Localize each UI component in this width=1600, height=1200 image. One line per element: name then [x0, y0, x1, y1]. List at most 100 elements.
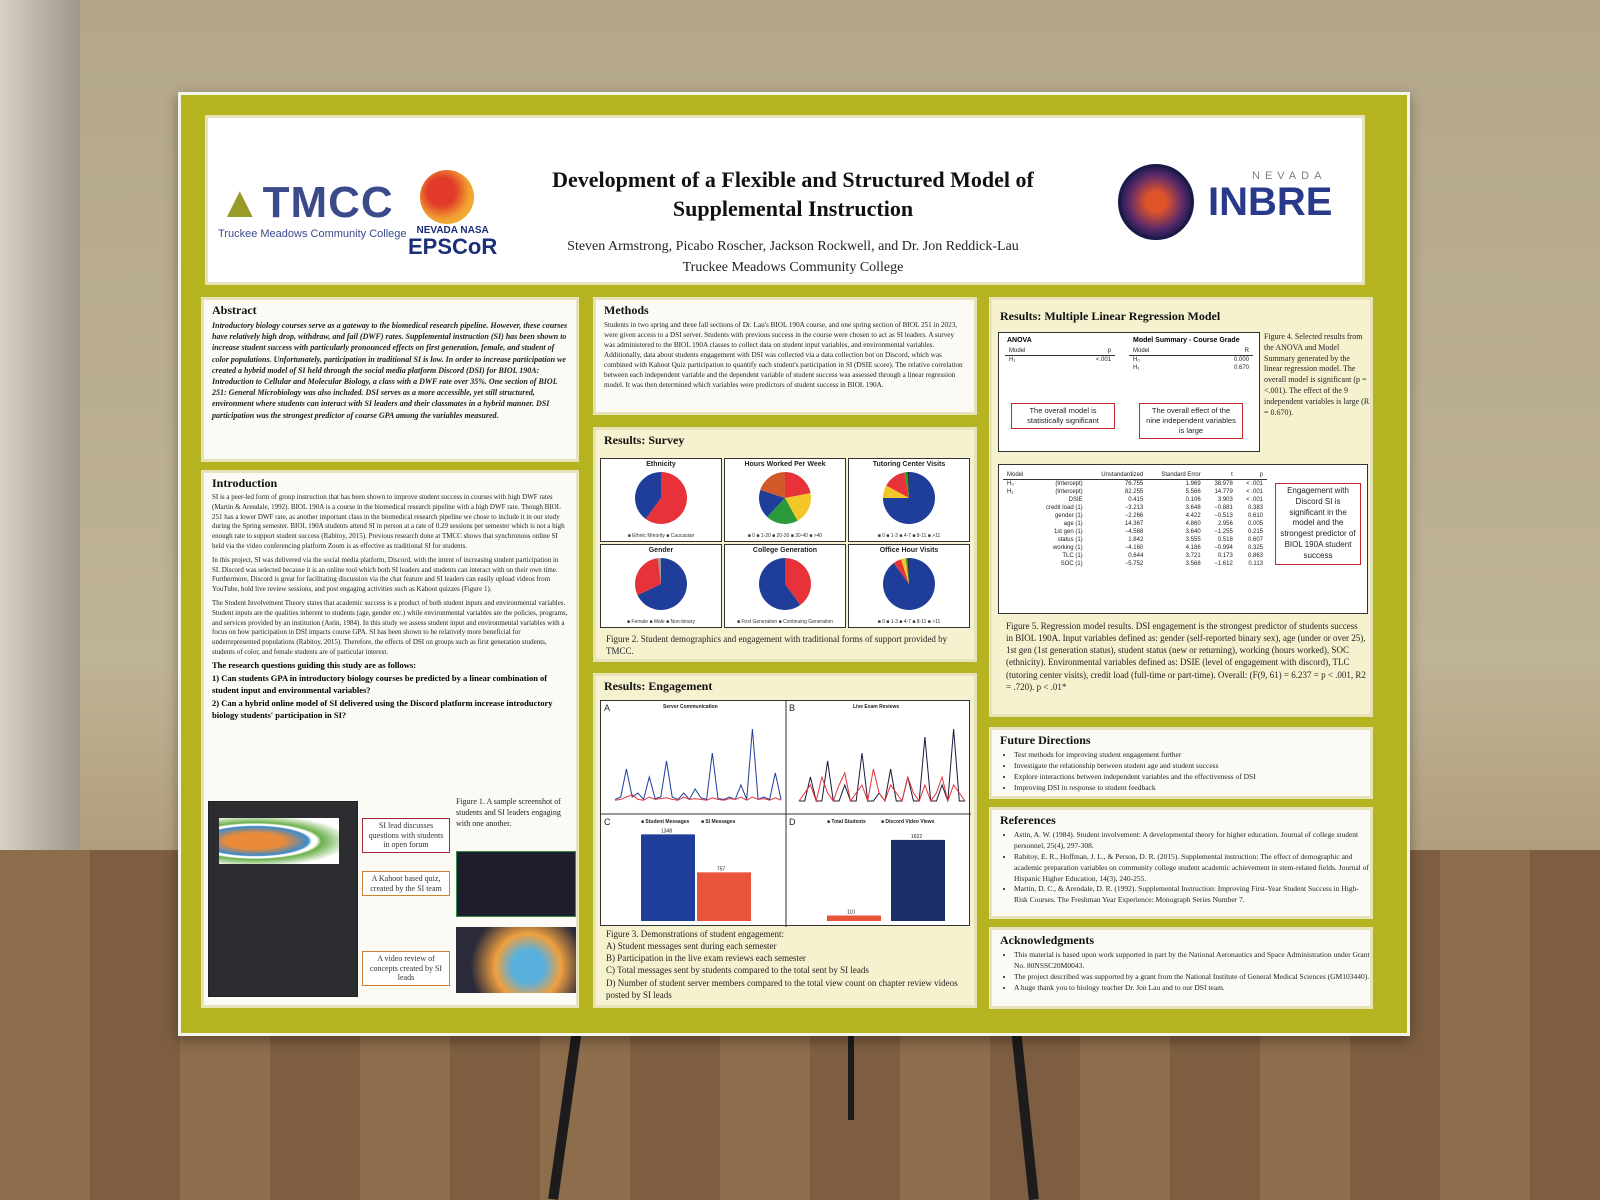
coef-cell: −2.266 — [1124, 513, 1144, 519]
coef-cell: 0.644 — [1128, 553, 1144, 559]
future-item: Investigate the relationship between stu… — [1014, 761, 1370, 772]
panel-c-legend-2: ■ SI Messages — [701, 819, 736, 825]
coef-cell: 3.555 — [1185, 537, 1201, 543]
coef-col: Model — [1003, 471, 1033, 480]
pie-slice — [886, 472, 909, 498]
coef-col: t — [1204, 471, 1237, 480]
abstract-panel: Abstract Introductory biology courses se… — [201, 297, 579, 462]
engagement-charts: A Server Communication B Live Exam Reviews C… — [600, 700, 971, 927]
summary-table: Model R H₀ 0.000 H₁ 0.670 — [1129, 347, 1253, 372]
references-panel: References Astin, A. W. (1984). Student … — [989, 807, 1373, 919]
intro-paragraph-3: The Student Involvement Theory states th… — [212, 598, 568, 656]
introduction-title: Introduction — [212, 476, 278, 490]
pie-slice — [907, 472, 909, 498]
research-questions-lead: The research questions guiding this stud… — [212, 659, 417, 670]
references-list: Astin, A. W. (1984). Student involvement… — [992, 830, 1370, 906]
bar-d-label-1: 1622 — [911, 834, 922, 840]
coef-col: Standard Error — [1147, 471, 1205, 480]
nasa-sun-icon — [420, 170, 474, 224]
coef-cell: H₁ — [1007, 489, 1014, 495]
coef-cell: < .001 — [1246, 497, 1263, 503]
pie-slice — [893, 559, 909, 584]
pie-title: Office Hour Visits — [879, 547, 939, 554]
table-row: H₁ (Intercept) 82.255 5.566 14.779 < .001 — [1003, 488, 1267, 496]
server-communication-series-1 — [614, 728, 782, 801]
future-list: Test methods for improving student engag… — [992, 750, 1370, 794]
coef-col: p — [1236, 471, 1267, 480]
panel-a-letter: A — [604, 703, 610, 713]
coef-cell: (Intercept) — [1055, 481, 1083, 487]
anova-row-p: <.001 — [1095, 357, 1111, 363]
coef-cell — [1003, 504, 1033, 512]
acknowledgments-list: This material is based upon work support… — [992, 950, 1370, 994]
acknowledgments-panel: Acknowledgments This material is based u… — [989, 927, 1373, 1009]
anova-table: Model p H₁ <.001 — [1005, 347, 1115, 364]
pie-slice — [759, 558, 801, 610]
coef-cell: 0.215 — [1247, 529, 1263, 535]
anova-col-model: Model — [1005, 347, 1062, 356]
anova-row-model: H₁ — [1009, 357, 1016, 363]
pie-slice — [635, 558, 661, 596]
coefficients-table: Model Unstandardized Standard Error t p H₀ (In… — [1003, 471, 1267, 568]
coef-cell — [1003, 520, 1033, 528]
easel-leg-center — [848, 1030, 854, 1120]
pie-slice — [785, 472, 811, 498]
coef-cell: H₀ — [1007, 481, 1014, 487]
figure-3-item-a: A) Student messages sent during each sem… — [606, 941, 777, 952]
callout-si-lead: SI lead discusses questions with student… — [362, 818, 450, 853]
pie-legend: ■ 0 ■ 1-3 ■ 4-7 ■ 8-11 ■ >11 — [877, 619, 941, 625]
panel-d-legend-1: ■ Total Students — [827, 819, 866, 825]
poster: ▲TMCC Truckee Meadows Community College … — [178, 92, 1410, 1036]
coef-cell: −4.568 — [1124, 529, 1144, 535]
space-grant-seal-icon — [1118, 164, 1194, 240]
coef-cell: 3.721 — [1185, 553, 1201, 559]
server-communication-series-2 — [614, 794, 782, 801]
author-list: Steven Armstrong, Picabo Roscher, Jackso… — [567, 239, 1019, 254]
coef-cell: status (1) — [1057, 537, 1083, 543]
pie-legend: ■ 0 ■ 1-20 ■ 20-30 ■ 30-40 ■ >40 — [747, 533, 823, 539]
table-row: SOC (1) −5.752 3.568 −1.612 0.113 — [1003, 560, 1267, 568]
kahoot-image — [456, 851, 576, 917]
coef-cell: 3.903 — [1217, 497, 1233, 503]
future-title: Future Directions — [1000, 733, 1091, 747]
coef-cell: 14.367 — [1124, 521, 1144, 527]
coef-cell: 82.255 — [1124, 489, 1144, 495]
tmcc-logo-text: TMCC — [262, 178, 394, 227]
callout-effect-large: The overall effect of the nine independe… — [1139, 403, 1243, 440]
research-question-1: 1) Can students GPA in introductory biol… — [212, 673, 548, 695]
abstract-text: Introductory biology courses serve as a … — [212, 321, 568, 420]
coef-cell: 0.863 — [1247, 553, 1263, 559]
table-row: working (1) −4.160 4.186 −0.994 0.325 — [1003, 544, 1267, 552]
coef-cell — [1003, 544, 1033, 552]
pie-slice — [905, 558, 909, 584]
coef-cell: 3.648 — [1185, 505, 1201, 511]
reference-item: Rabitoy, E. R., Hoffman, J. L., & Person… — [1014, 852, 1370, 885]
table-row: TLC (1) 0.644 3.721 0.173 0.863 — [1003, 552, 1267, 560]
callout-model-significant: The overall model is statistically signi… — [1011, 403, 1115, 430]
coef-cell: −3.213 — [1124, 505, 1144, 511]
pie-title: Gender — [648, 547, 674, 554]
figure-3-title: Figure 3. Demonstrations of student enga… — [606, 929, 784, 939]
poster-authors: Steven Armstrong, Picabo Roscher, Jackso… — [508, 236, 1078, 278]
coef-cell: 1st gen (1) — [1053, 529, 1083, 535]
coef-cell: 1.969 — [1185, 481, 1201, 487]
coef-col — [1032, 471, 1087, 480]
epscor-logo-text: EPSCoR — [408, 234, 498, 259]
panel-d-legend-2: ■ Discord Video Views — [881, 819, 935, 825]
coefficients-box: Model Unstandardized Standard Error t p H₀ (In… — [998, 464, 1368, 614]
coef-cell: TLC (1) — [1062, 553, 1083, 559]
regression-title: Results: Multiple Linear Regression Mode… — [1000, 309, 1221, 323]
coef-cell: 14.779 — [1214, 489, 1233, 495]
callout-kahoot: A Kahoot based quiz, created by the SI t… — [362, 871, 450, 897]
coef-cell — [1003, 560, 1033, 568]
intro-paragraph-1: SI is a peer-led form of group instructi… — [212, 493, 565, 550]
panel-c-legend-1: ■ Student Messages — [641, 819, 690, 825]
tmcc-logo-subtitle: Truckee Meadows Community College — [218, 228, 407, 240]
mitochondria-image — [219, 818, 339, 864]
pie-title: Ethnicity — [646, 461, 676, 468]
pie-cell-5: Office Hour Visits ■ 0 ■ 1-3 ■ 4-7 ■ 8-11… — [848, 544, 970, 628]
reference-item: Martin, D. C., & Arendale, D. R. (1992).… — [1014, 884, 1370, 906]
anova-box: ANOVA Model p H₁ <.001 Model Summary - Cou… — [998, 332, 1260, 452]
coef-cell: 38.978 — [1214, 481, 1233, 487]
pie-chart-grid: Ethnicity ■ Ethnic Minority ■ Caucasian Ho… — [600, 458, 970, 628]
